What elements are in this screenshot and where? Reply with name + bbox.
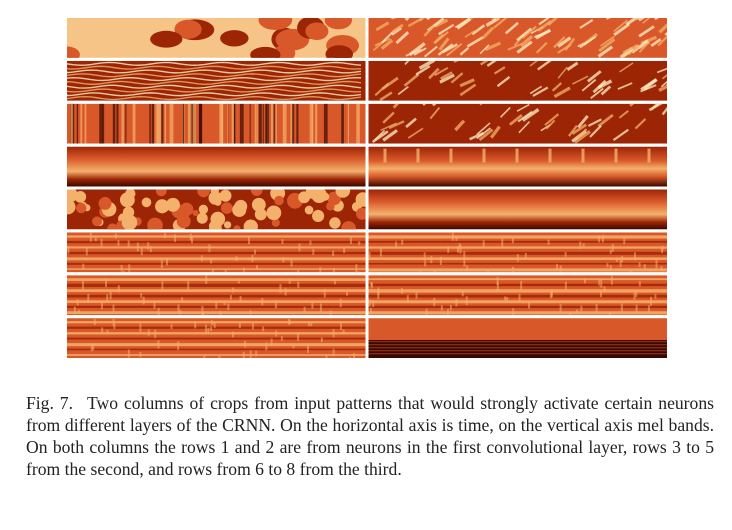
- figure-caption: Fig. 7. Two columns of crops from input p…: [26, 392, 714, 480]
- crop-grid-svg: [67, 18, 667, 358]
- crop-r6-c2: [368, 232, 667, 273]
- crop-r8-c2: [368, 318, 667, 358]
- crop-r1-c2: [368, 18, 667, 58]
- crop-r2-c1: [67, 60, 366, 101]
- crop-r8-c1: [67, 318, 366, 358]
- crop-r5-c1: [67, 189, 366, 230]
- crop-r7-c2: [368, 275, 667, 316]
- caption-text: Two columns of crops from input patterns…: [26, 393, 714, 479]
- crop-r6-c1: [67, 232, 366, 273]
- crop-r5-c2: [368, 189, 667, 230]
- crop-r7-c1: [67, 275, 366, 316]
- crop-r4-c1: [67, 146, 366, 187]
- crop-r1-c1: [67, 18, 366, 58]
- crop-r3-c1: [67, 103, 366, 144]
- crop-r4-c2: [368, 146, 667, 187]
- crop-r3-c2: [368, 103, 667, 144]
- caption-label: Fig. 7.: [26, 393, 73, 413]
- figure-crop-grid: [67, 18, 667, 358]
- crop-r2-c2: [368, 60, 667, 101]
